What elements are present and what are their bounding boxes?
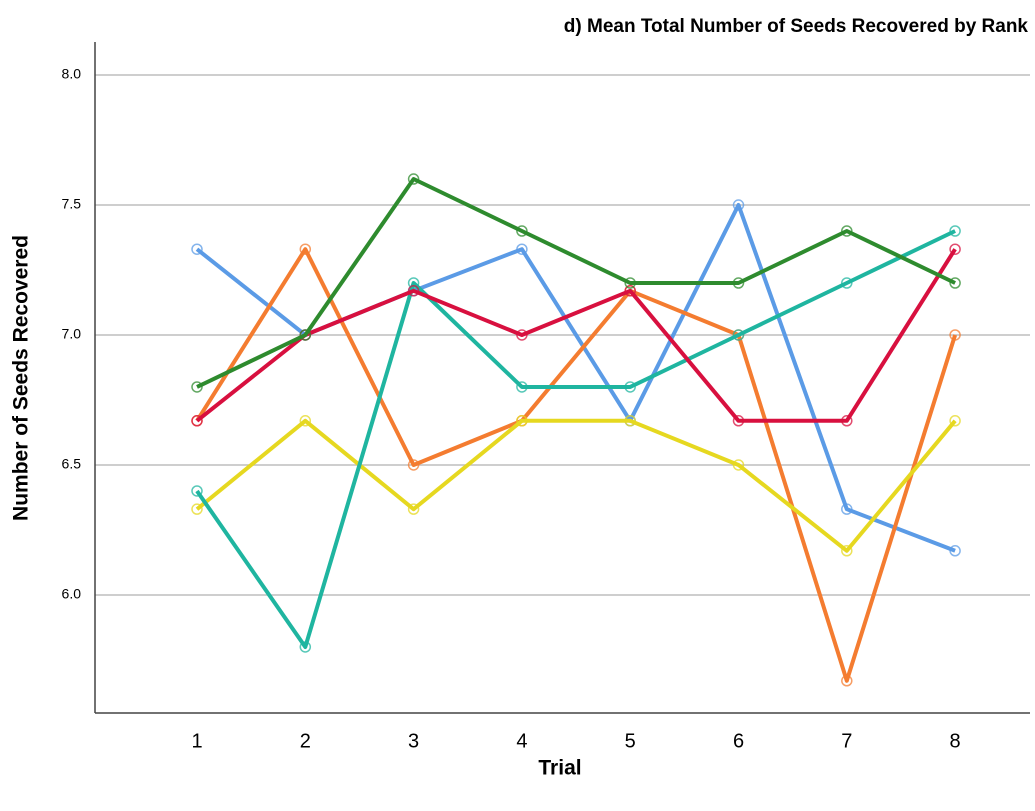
point-marker — [732, 329, 745, 341]
point-marker — [299, 329, 312, 341]
y-tick-label: 8.0 — [62, 66, 82, 82]
point-marker — [949, 545, 961, 557]
point-marker — [841, 415, 853, 427]
point-marker — [949, 415, 961, 427]
point-marker — [949, 225, 961, 237]
x-tick-label: 8 — [950, 730, 961, 752]
point-marker — [407, 503, 420, 515]
series-line — [195, 248, 957, 423]
series-line — [195, 247, 958, 683]
point-marker — [299, 641, 312, 653]
x-tick-label: 4 — [516, 730, 527, 752]
point-marker — [624, 381, 636, 393]
point-marker — [407, 459, 420, 471]
point-marker — [949, 277, 961, 289]
point-marker — [624, 415, 636, 427]
point-marker — [624, 277, 636, 289]
point-marker — [732, 459, 745, 471]
series-line — [195, 418, 957, 553]
y-tick-label: 6.0 — [62, 586, 82, 602]
point-marker — [516, 225, 528, 237]
x-tick-label: 5 — [625, 730, 636, 752]
y-tick-label: 7.0 — [62, 326, 82, 342]
x-tick-label: 3 — [408, 730, 419, 752]
point-marker — [516, 243, 528, 255]
point-marker — [516, 381, 528, 393]
point-marker — [841, 277, 853, 289]
point-marker — [841, 675, 853, 687]
point-marker — [299, 243, 312, 255]
x-tick-label: 7 — [841, 730, 852, 752]
point-marker — [949, 329, 961, 341]
point-marker — [841, 503, 853, 515]
point-marker — [949, 243, 961, 255]
x-tick-label: 1 — [191, 730, 202, 752]
point-marker — [841, 545, 853, 557]
x-axis-label: Trial — [538, 757, 581, 780]
x-tick-label: 2 — [300, 730, 311, 752]
y-tick-label: 7.5 — [62, 196, 82, 212]
chart-title: d) Mean Total Number of Seeds Recovered … — [564, 16, 1029, 37]
point-marker — [516, 329, 528, 341]
y-tick-label: 6.5 — [62, 456, 82, 472]
point-marker — [407, 285, 420, 297]
series-line — [195, 229, 956, 649]
point-marker — [191, 381, 203, 393]
point-marker — [516, 415, 528, 427]
point-marker — [191, 503, 203, 515]
point-marker — [732, 415, 745, 427]
point-marker — [299, 415, 312, 427]
point-marker — [191, 243, 203, 255]
point-marker — [191, 415, 203, 427]
point-marker — [624, 285, 636, 297]
point-marker — [732, 199, 745, 211]
point-marker — [407, 173, 420, 185]
point-marker — [841, 225, 853, 237]
x-tick-label: 6 — [733, 730, 744, 752]
point-marker — [407, 277, 420, 289]
point-marker — [732, 277, 745, 289]
point-marker — [191, 485, 203, 497]
y-axis-label: Number of Seeds Recovered — [10, 235, 33, 521]
series-line — [196, 177, 956, 389]
